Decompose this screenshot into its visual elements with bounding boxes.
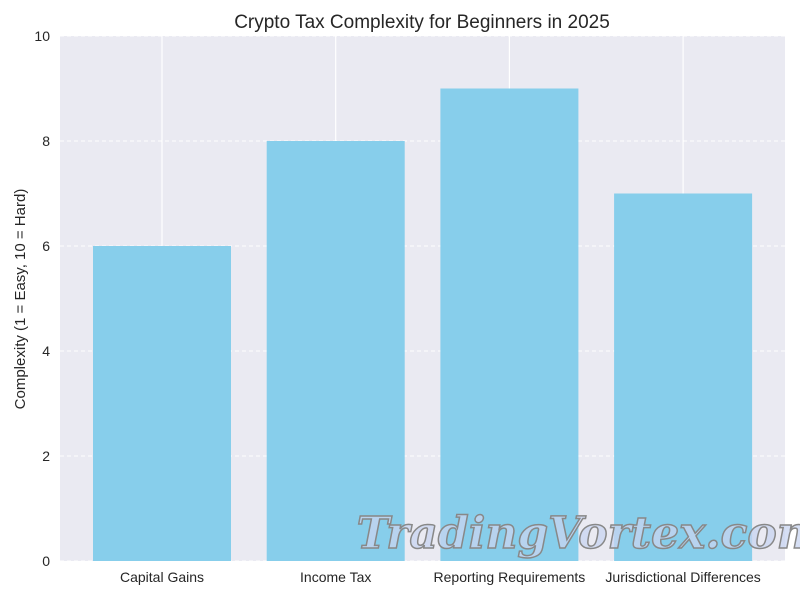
chart-title: Crypto Tax Complexity for Beginners in 2… xyxy=(234,12,610,33)
bar-income-tax xyxy=(266,141,405,561)
bar-capital-gains xyxy=(93,246,231,561)
y-tick-label: 8 xyxy=(42,133,50,149)
y-axis-ticks: 0 2 4 6 8 10 xyxy=(34,28,50,569)
x-tick-label: Reporting Requirements xyxy=(434,569,586,585)
y-tick-label: 2 xyxy=(42,448,50,464)
y-tick-label: 10 xyxy=(34,28,50,44)
x-tick-label: Income Tax xyxy=(300,569,371,585)
x-axis-ticks: Capital Gains Income Tax Reporting Require… xyxy=(120,569,761,585)
bar-reporting-requirements xyxy=(440,88,579,561)
y-tick-label: 4 xyxy=(42,343,50,359)
bars xyxy=(93,88,753,561)
x-tick-label: Jurisdictional Differences xyxy=(605,569,760,585)
x-tick-label: Capital Gains xyxy=(120,569,204,585)
y-tick-label: 0 xyxy=(42,553,50,569)
bar-jurisdictional-differences xyxy=(614,193,753,561)
y-tick-label: 6 xyxy=(42,238,50,254)
y-axis-label: Complexity (1 = Easy, 10 = Hard) xyxy=(12,189,29,410)
watermark-logo: TradingVortex.com xyxy=(357,508,800,559)
